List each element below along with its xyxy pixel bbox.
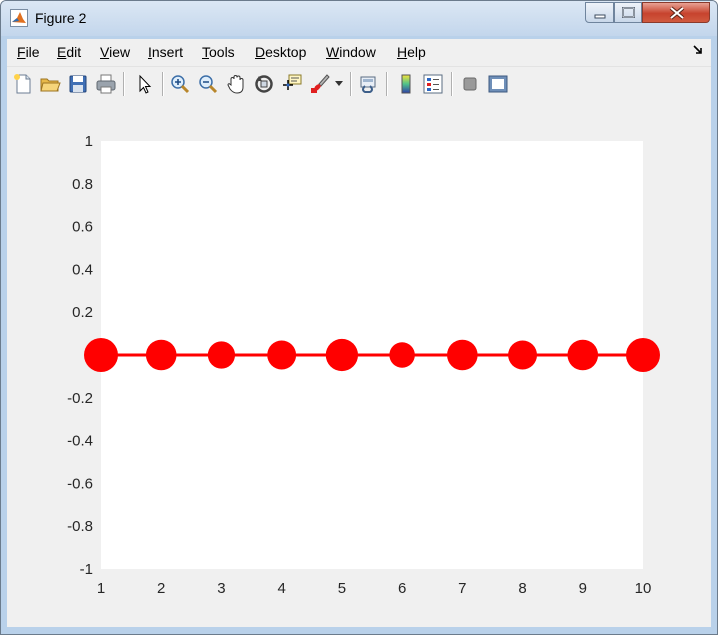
x-tick-label: 10 [635,580,652,597]
insert-legend-icon[interactable] [422,73,444,95]
x-tick-label: 2 [157,580,165,597]
x-tick-label: 8 [518,580,526,597]
close-button[interactable] [642,2,710,23]
toolbar-separator [386,72,388,96]
y-tick-label: 1 [85,133,93,150]
data-cursor-icon[interactable] [281,73,303,95]
y-tick-label: -0.8 [67,518,93,535]
open-file-icon[interactable] [39,73,61,95]
insert-colorbar-icon[interactable] [395,73,417,95]
menu-view[interactable]: View [100,44,131,60]
data-series [84,338,660,372]
data-point [567,339,599,371]
x-tick-label: 7 [458,580,466,597]
hide-plot-tools-icon[interactable] [459,73,481,95]
link-plot-icon[interactable] [358,73,380,95]
y-tick-label: -0.2 [67,390,93,407]
rotate-3d-icon[interactable] [253,73,275,95]
x-tick-label: 4 [277,580,285,597]
data-point [207,341,236,369]
data-point [145,339,177,371]
minimize-button[interactable] [585,2,614,23]
pan-icon[interactable] [225,73,247,95]
menu-tools[interactable]: Tools [202,44,235,60]
toolbar-separator [162,72,164,96]
print-icon[interactable] [95,73,117,95]
show-plot-tools-icon[interactable] [487,73,509,95]
brush-icon[interactable] [309,73,331,95]
y-tick-label: -0.4 [67,433,93,450]
menu-file[interactable]: File [17,44,40,60]
x-tick-label: 3 [217,580,225,597]
line-plot[interactable]: -1 -0.8 -0.6 -0.4 -0.2 0.2 0.4 0.6 0.8 1 1 2 3 4 5 6 7 8… [7,101,711,627]
x-axis: 1 2 3 4 5 6 7 8 9 10 [97,580,652,597]
figure-canvas: -1 -0.8 -0.6 -0.4 -0.2 0.2 0.4 0.6 0.8 1 1 2 3 4 5 6 7 8… [7,101,711,627]
maximize-icon [622,7,635,18]
menu-desktop[interactable]: Desktop [255,44,307,60]
x-tick-label: 9 [579,580,587,597]
menu-bar: File Edit View Insert Tools Desktop Wind… [7,39,711,66]
minimize-icon [594,14,606,19]
x-tick-label: 6 [398,580,406,597]
y-tick-label: -1 [80,561,93,578]
y-tick-label: 0.6 [72,219,93,236]
y-tick-label: 0.4 [72,261,93,278]
menu-window[interactable]: Window [326,44,376,60]
save-icon[interactable] [67,73,89,95]
data-point [508,340,538,370]
new-figure-icon[interactable] [12,73,34,95]
y-tick-label: 0.2 [72,304,93,321]
menu-insert[interactable]: Insert [148,44,184,60]
x-tick-label: 5 [338,580,346,597]
matlab-logo-icon [10,9,28,27]
y-tick-label: 0.8 [72,176,93,193]
data-point [389,342,415,368]
edit-plot-icon[interactable] [134,73,156,95]
zoom-out-icon[interactable] [197,73,219,95]
y-axis: -1 -0.8 -0.6 -0.4 -0.2 0.2 0.4 0.6 0.8 1 [67,133,93,578]
figure-toolbar [7,66,711,102]
zoom-in-icon[interactable] [169,73,191,95]
data-point [626,338,660,372]
window-title: Figure 2 [35,10,87,26]
dock-arrow-icon[interactable] [693,45,703,55]
x-tick-label: 1 [97,580,105,597]
data-point [325,338,359,372]
y-tick-label: -0.6 [67,475,93,492]
close-icon [669,6,685,20]
chevron-down-icon[interactable] [335,81,343,87]
menu-edit[interactable]: Edit [57,44,82,60]
data-point [84,338,118,372]
title-bar[interactable]: Figure 2 [1,1,717,36]
toolbar-separator [350,72,352,96]
data-point [267,340,297,370]
menu-help[interactable]: Help [397,44,426,60]
toolbar-separator [451,72,453,96]
data-point [447,339,478,371]
maximize-button[interactable] [614,2,642,23]
toolbar-separator [123,72,125,96]
